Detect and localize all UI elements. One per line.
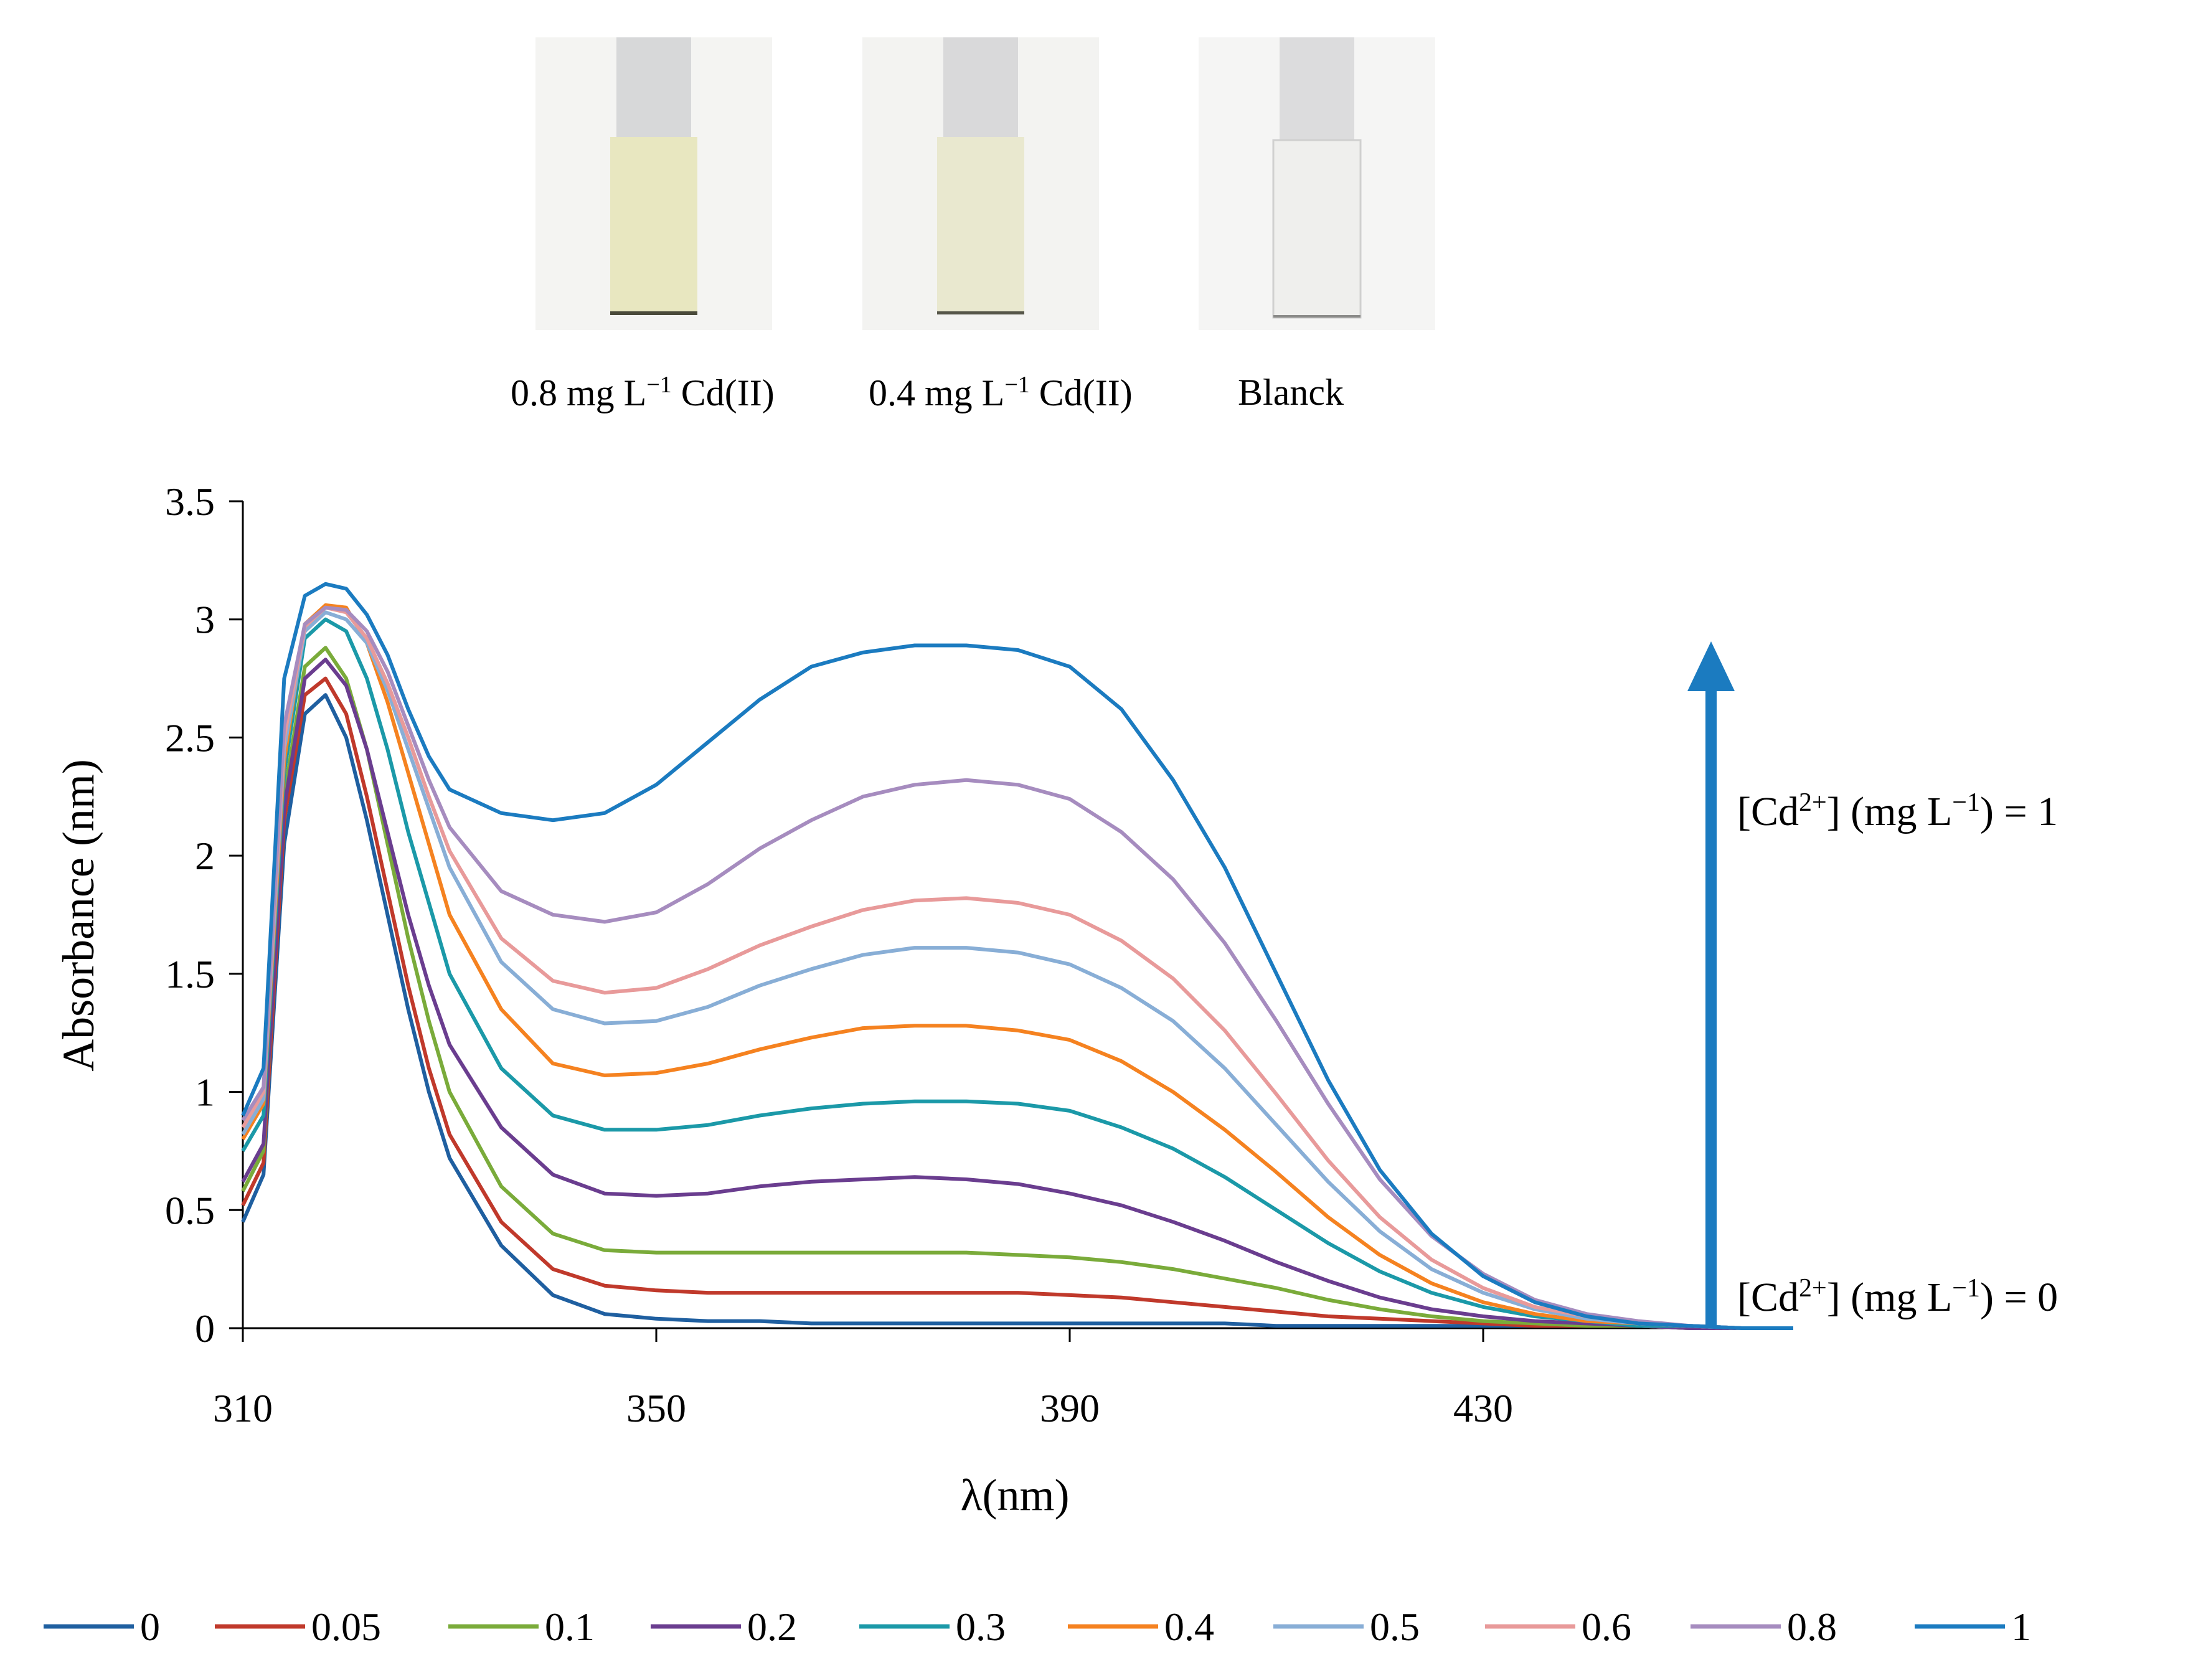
series-line-1: [241, 582, 1793, 1330]
legend-label-0.1: 0.1: [545, 1605, 595, 1649]
legend-label-0.6: 0.6: [1582, 1605, 1631, 1649]
x-tick-label: 390: [1040, 1386, 1100, 1430]
y-tick-label: 2: [195, 834, 215, 878]
y-tick-label: 1: [195, 1070, 215, 1115]
x-tick-label: 310: [213, 1386, 273, 1430]
legend-label-0.2: 0.2: [747, 1605, 797, 1649]
cuvette-photo-1: [535, 37, 772, 330]
series-line-0.05: [241, 676, 1793, 1330]
annotation-max-concentration: [Cd2+] (mg L−1) = 1: [1737, 788, 2058, 834]
series-line-0.1: [241, 646, 1793, 1330]
cuvette-photo-3: [1199, 37, 1435, 330]
cuvette-1-image: [535, 37, 772, 330]
series-line-0: [241, 693, 1793, 1330]
cuvette-2-image: [862, 37, 1099, 330]
concentration-arrow-head: [1687, 641, 1735, 691]
y-tick-label: 3: [195, 598, 215, 642]
legend-label-0.4: 0.4: [1164, 1605, 1214, 1649]
y-axis-label: Absorbance (nm): [54, 759, 103, 1072]
x-axis-label: λ(nm): [961, 1470, 1070, 1520]
series-line-0.3: [241, 617, 1793, 1330]
y-tick-label: 3.5: [165, 479, 215, 524]
legend-label-0.5: 0.5: [1370, 1605, 1420, 1649]
photo-caption-1: 0.8 mg L−1 Cd(II): [511, 372, 775, 413]
x-tick-label: 350: [626, 1386, 686, 1430]
y-tick-label: 0.5: [165, 1188, 215, 1232]
series-line-0.4: [241, 603, 1793, 1330]
cuvette-photo-2: [862, 37, 1099, 330]
photo-caption-2: 0.4 mg L−1 Cd(II): [869, 372, 1133, 413]
series-line-0.2: [241, 658, 1793, 1330]
legend-label-0.8: 0.8: [1787, 1605, 1837, 1649]
legend-label-0: 0: [140, 1605, 160, 1649]
y-tick-label: 1.5: [165, 952, 215, 996]
y-tick-label: 0: [195, 1306, 215, 1351]
legend-label-1: 1: [2011, 1605, 2031, 1649]
photo-caption-3: Blanck: [1238, 372, 1344, 413]
annotation-zero-concentration: [Cd2+] (mg L−1) = 0: [1737, 1274, 2058, 1320]
cuvette-2-liquid: [937, 137, 1024, 314]
legend-label-0.05: 0.05: [311, 1605, 381, 1649]
series-line-0.5: [241, 610, 1793, 1330]
series-line-0.6: [241, 605, 1793, 1330]
series-line-0.8: [241, 605, 1793, 1330]
x-tick-label: 430: [1453, 1386, 1513, 1430]
cuvette-3-image: [1199, 37, 1435, 330]
cuvette-1-liquid: [610, 137, 697, 314]
legend-label-0.3: 0.3: [956, 1605, 1006, 1649]
y-tick-label: 2.5: [165, 715, 215, 760]
